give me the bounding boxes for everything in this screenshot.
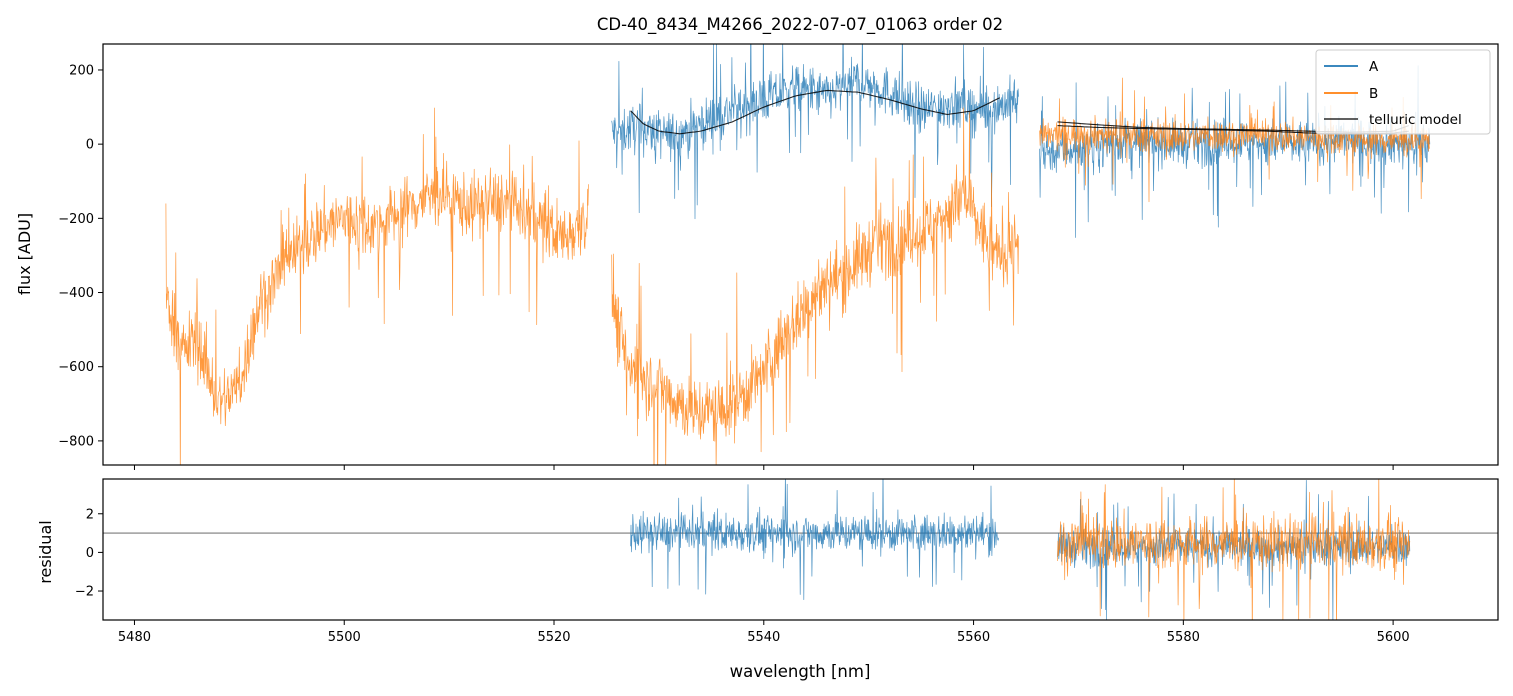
residual-y-axis: −2 0 2 <box>75 507 103 600</box>
x-tick-label: 5480 <box>118 630 151 645</box>
series-line <box>611 44 1019 220</box>
flux-x-ticks <box>133 465 1394 470</box>
series-line <box>165 107 589 465</box>
x-tick-label: 5600 <box>1377 630 1410 645</box>
residual-panel: −2 0 2 5480 5500 5520 5540 5560 5580 5600 residu… <box>36 478 1499 681</box>
series-b <box>1057 479 1411 620</box>
series-line <box>630 479 1000 600</box>
x-tick-label: 5500 <box>328 630 361 645</box>
y-tick-label: 200 <box>69 63 94 78</box>
y-tick-label: −600 <box>58 360 94 375</box>
y-tick-label: −400 <box>58 286 94 301</box>
y-tick-label: 0 <box>86 546 94 561</box>
series-line <box>630 89 1001 135</box>
legend-label-a: A <box>1369 59 1379 75</box>
y-tick-label: 0 <box>86 138 94 153</box>
residual-x-axis: 5480 5500 5520 5540 5560 5580 5600 <box>118 620 1410 645</box>
flux-panel: −800 −600 −400 −200 0 200 flux [ADU] A B tell… <box>15 43 1499 470</box>
flux-y-label: flux [ADU] <box>15 213 34 295</box>
legend-label-telluric: telluric model <box>1369 112 1462 128</box>
flux-y-axis: −800 −600 −400 −200 0 200 <box>58 63 103 449</box>
y-tick-label: −800 <box>58 434 94 449</box>
chart-title: CD-40_8434_M4266_2022-07-07_01063 order … <box>597 15 1003 35</box>
legend: A B telluric model <box>1315 49 1491 135</box>
series-line <box>1057 479 1411 620</box>
series-line <box>1039 65 1431 238</box>
x-tick-label: 5520 <box>537 630 570 645</box>
series-b <box>165 77 1431 465</box>
flux-panel-frame <box>102 43 1499 466</box>
y-tick-label: 2 <box>86 507 94 522</box>
x-tick-label: 5540 <box>747 630 780 645</box>
x-axis-label: wavelength [nm] <box>730 662 871 681</box>
series-line <box>1039 77 1431 203</box>
residual-panel-frame <box>102 478 1499 621</box>
series-line <box>611 107 1019 465</box>
residual-plot-area <box>103 479 1498 620</box>
legend-label-b: B <box>1369 86 1378 102</box>
y-tick-label: −2 <box>75 585 94 600</box>
residual-y-label: residual <box>36 520 55 583</box>
legend-box <box>1315 49 1491 135</box>
x-tick-label: 5580 <box>1167 630 1200 645</box>
series-a <box>611 44 1431 238</box>
x-tick-label: 5560 <box>957 630 990 645</box>
y-tick-label: −200 <box>58 212 94 227</box>
